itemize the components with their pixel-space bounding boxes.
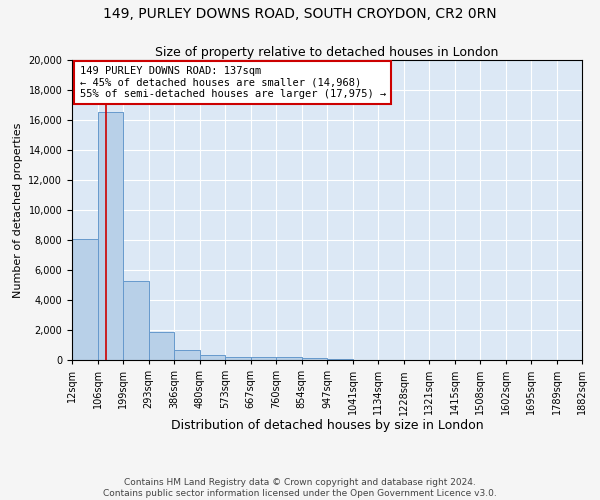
Bar (251, 357, 276, 360)
Title: Size of property relative to detached houses in London: Size of property relative to detached ho… (155, 46, 499, 59)
Text: 149, PURLEY DOWNS ROAD, SOUTH CROYDON, CR2 0RN: 149, PURLEY DOWNS ROAD, SOUTH CROYDON, C… (103, 8, 497, 22)
Bar (327, 359, 353, 360)
Bar (302, 358, 327, 360)
Bar (123, 280, 149, 360)
X-axis label: Distribution of detached houses by size in London: Distribution of detached houses by size … (170, 418, 484, 432)
Bar (98, 112, 123, 360)
Y-axis label: Number of detached properties: Number of detached properties (13, 122, 23, 298)
Bar (225, 356, 251, 360)
Bar (200, 355, 225, 360)
Bar (149, 332, 174, 360)
Text: Contains HM Land Registry data © Crown copyright and database right 2024.
Contai: Contains HM Land Registry data © Crown c… (103, 478, 497, 498)
Bar (276, 358, 302, 360)
Text: 149 PURLEY DOWNS ROAD: 137sqm
← 45% of detached houses are smaller (14,968)
55% : 149 PURLEY DOWNS ROAD: 137sqm ← 45% of d… (80, 66, 386, 99)
Bar (72, 238, 98, 360)
Bar (174, 350, 200, 360)
